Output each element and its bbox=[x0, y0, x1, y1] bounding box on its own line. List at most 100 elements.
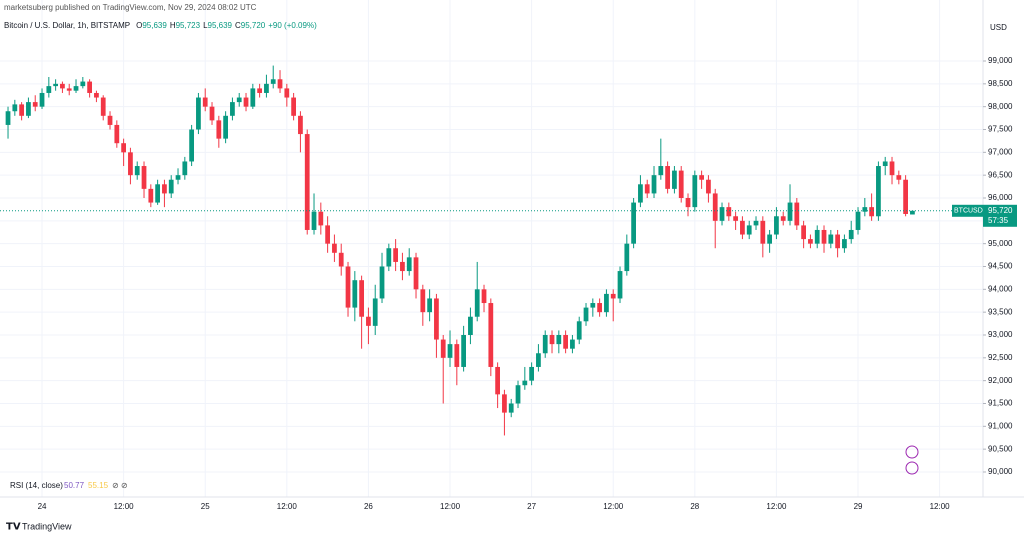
candle bbox=[202, 88, 208, 112]
x-tick-label: 28 bbox=[690, 502, 699, 511]
candle-body bbox=[413, 257, 419, 290]
candle-body bbox=[366, 316, 371, 326]
candle-body bbox=[848, 229, 854, 240]
candle-body bbox=[604, 293, 609, 313]
candle-body bbox=[889, 161, 895, 176]
price-tag-label: 95,720 bbox=[988, 206, 1013, 215]
candle bbox=[794, 198, 800, 230]
candle-body bbox=[155, 184, 161, 203]
candle bbox=[114, 120, 120, 148]
candle bbox=[801, 220, 806, 249]
candle-body bbox=[107, 115, 113, 125]
currency: USD bbox=[990, 23, 1007, 32]
candle bbox=[413, 252, 419, 299]
candle-body bbox=[903, 179, 908, 214]
candle-body bbox=[121, 143, 127, 153]
candle-body bbox=[379, 266, 385, 299]
candle-body bbox=[304, 134, 310, 230]
x-tick-label: 12:00 bbox=[114, 502, 135, 511]
candle-body bbox=[66, 88, 72, 91]
candle-body bbox=[345, 266, 351, 308]
candle-body bbox=[87, 81, 93, 93]
candle-body bbox=[787, 202, 793, 221]
candle bbox=[209, 102, 215, 125]
candle-body bbox=[590, 303, 596, 308]
candle bbox=[536, 344, 541, 372]
candle bbox=[134, 161, 140, 180]
candle-body bbox=[563, 334, 568, 349]
ohlc-key: C bbox=[235, 21, 241, 30]
candle-body bbox=[774, 216, 779, 235]
y-tick-label: 96,000 bbox=[988, 193, 1013, 202]
candle-body bbox=[692, 175, 698, 208]
candle-body bbox=[134, 166, 140, 176]
candle-body bbox=[447, 344, 453, 358]
candle bbox=[406, 248, 412, 276]
candle bbox=[746, 220, 752, 240]
candle bbox=[651, 166, 657, 198]
candle bbox=[760, 216, 766, 258]
candle bbox=[87, 79, 93, 98]
candle bbox=[230, 97, 235, 121]
candle-body bbox=[128, 152, 133, 176]
candle bbox=[821, 225, 827, 253]
candle bbox=[148, 184, 154, 208]
publisher: marketsuberg published on TradingView.co… bbox=[4, 3, 257, 12]
candle-body bbox=[835, 234, 840, 249]
candle bbox=[699, 170, 704, 189]
candle bbox=[359, 275, 365, 349]
indicator-icon[interactable]: ⊘ ⊘ bbox=[112, 481, 128, 490]
candle-body bbox=[53, 83, 59, 87]
y-tick-label: 98,500 bbox=[988, 79, 1013, 88]
candle bbox=[196, 92, 201, 135]
candle-body bbox=[60, 83, 65, 89]
candle bbox=[549, 330, 555, 354]
candle-body bbox=[277, 79, 283, 89]
candle-body bbox=[332, 243, 337, 253]
candle bbox=[257, 83, 263, 98]
candle bbox=[400, 252, 405, 281]
candle bbox=[284, 83, 290, 107]
candle bbox=[318, 202, 324, 235]
candle bbox=[488, 298, 494, 377]
candle-body bbox=[46, 86, 52, 93]
y-tick-label: 93,500 bbox=[988, 307, 1013, 316]
candle bbox=[366, 307, 371, 345]
candle-body bbox=[182, 161, 188, 176]
candle-body bbox=[488, 303, 494, 367]
candle-body bbox=[624, 243, 630, 272]
candle-body bbox=[644, 184, 650, 194]
candle-body bbox=[393, 248, 399, 262]
candle-body bbox=[576, 321, 582, 340]
y-tick-label: 91,500 bbox=[988, 399, 1013, 408]
candle bbox=[889, 156, 895, 185]
event-icon[interactable] bbox=[905, 445, 919, 459]
candle bbox=[610, 289, 616, 322]
candle bbox=[665, 161, 670, 194]
x-tick-label: 29 bbox=[854, 502, 863, 511]
candle bbox=[529, 362, 534, 386]
candle-body bbox=[597, 303, 602, 313]
candle bbox=[733, 211, 738, 230]
event-icon[interactable] bbox=[905, 461, 919, 475]
candle bbox=[107, 111, 113, 130]
candle bbox=[522, 366, 528, 390]
x-tick-label: 12:00 bbox=[930, 502, 951, 511]
symbol-tag-label: BTCUSD bbox=[954, 208, 983, 215]
y-tick-label: 97,500 bbox=[988, 125, 1013, 134]
candle-body bbox=[896, 175, 902, 180]
candle bbox=[828, 229, 834, 249]
x-tick-label: 12:00 bbox=[440, 502, 461, 511]
indicator-name: RSI (14, close) bbox=[10, 481, 63, 490]
candle bbox=[5, 106, 11, 139]
candle bbox=[576, 316, 582, 345]
candle-body bbox=[855, 211, 861, 230]
y-tick-label: 93,000 bbox=[988, 330, 1013, 339]
candle bbox=[515, 380, 521, 409]
candle bbox=[740, 216, 745, 240]
candle bbox=[862, 198, 868, 217]
candle bbox=[46, 76, 52, 98]
candle bbox=[604, 289, 609, 317]
candle bbox=[66, 83, 72, 96]
